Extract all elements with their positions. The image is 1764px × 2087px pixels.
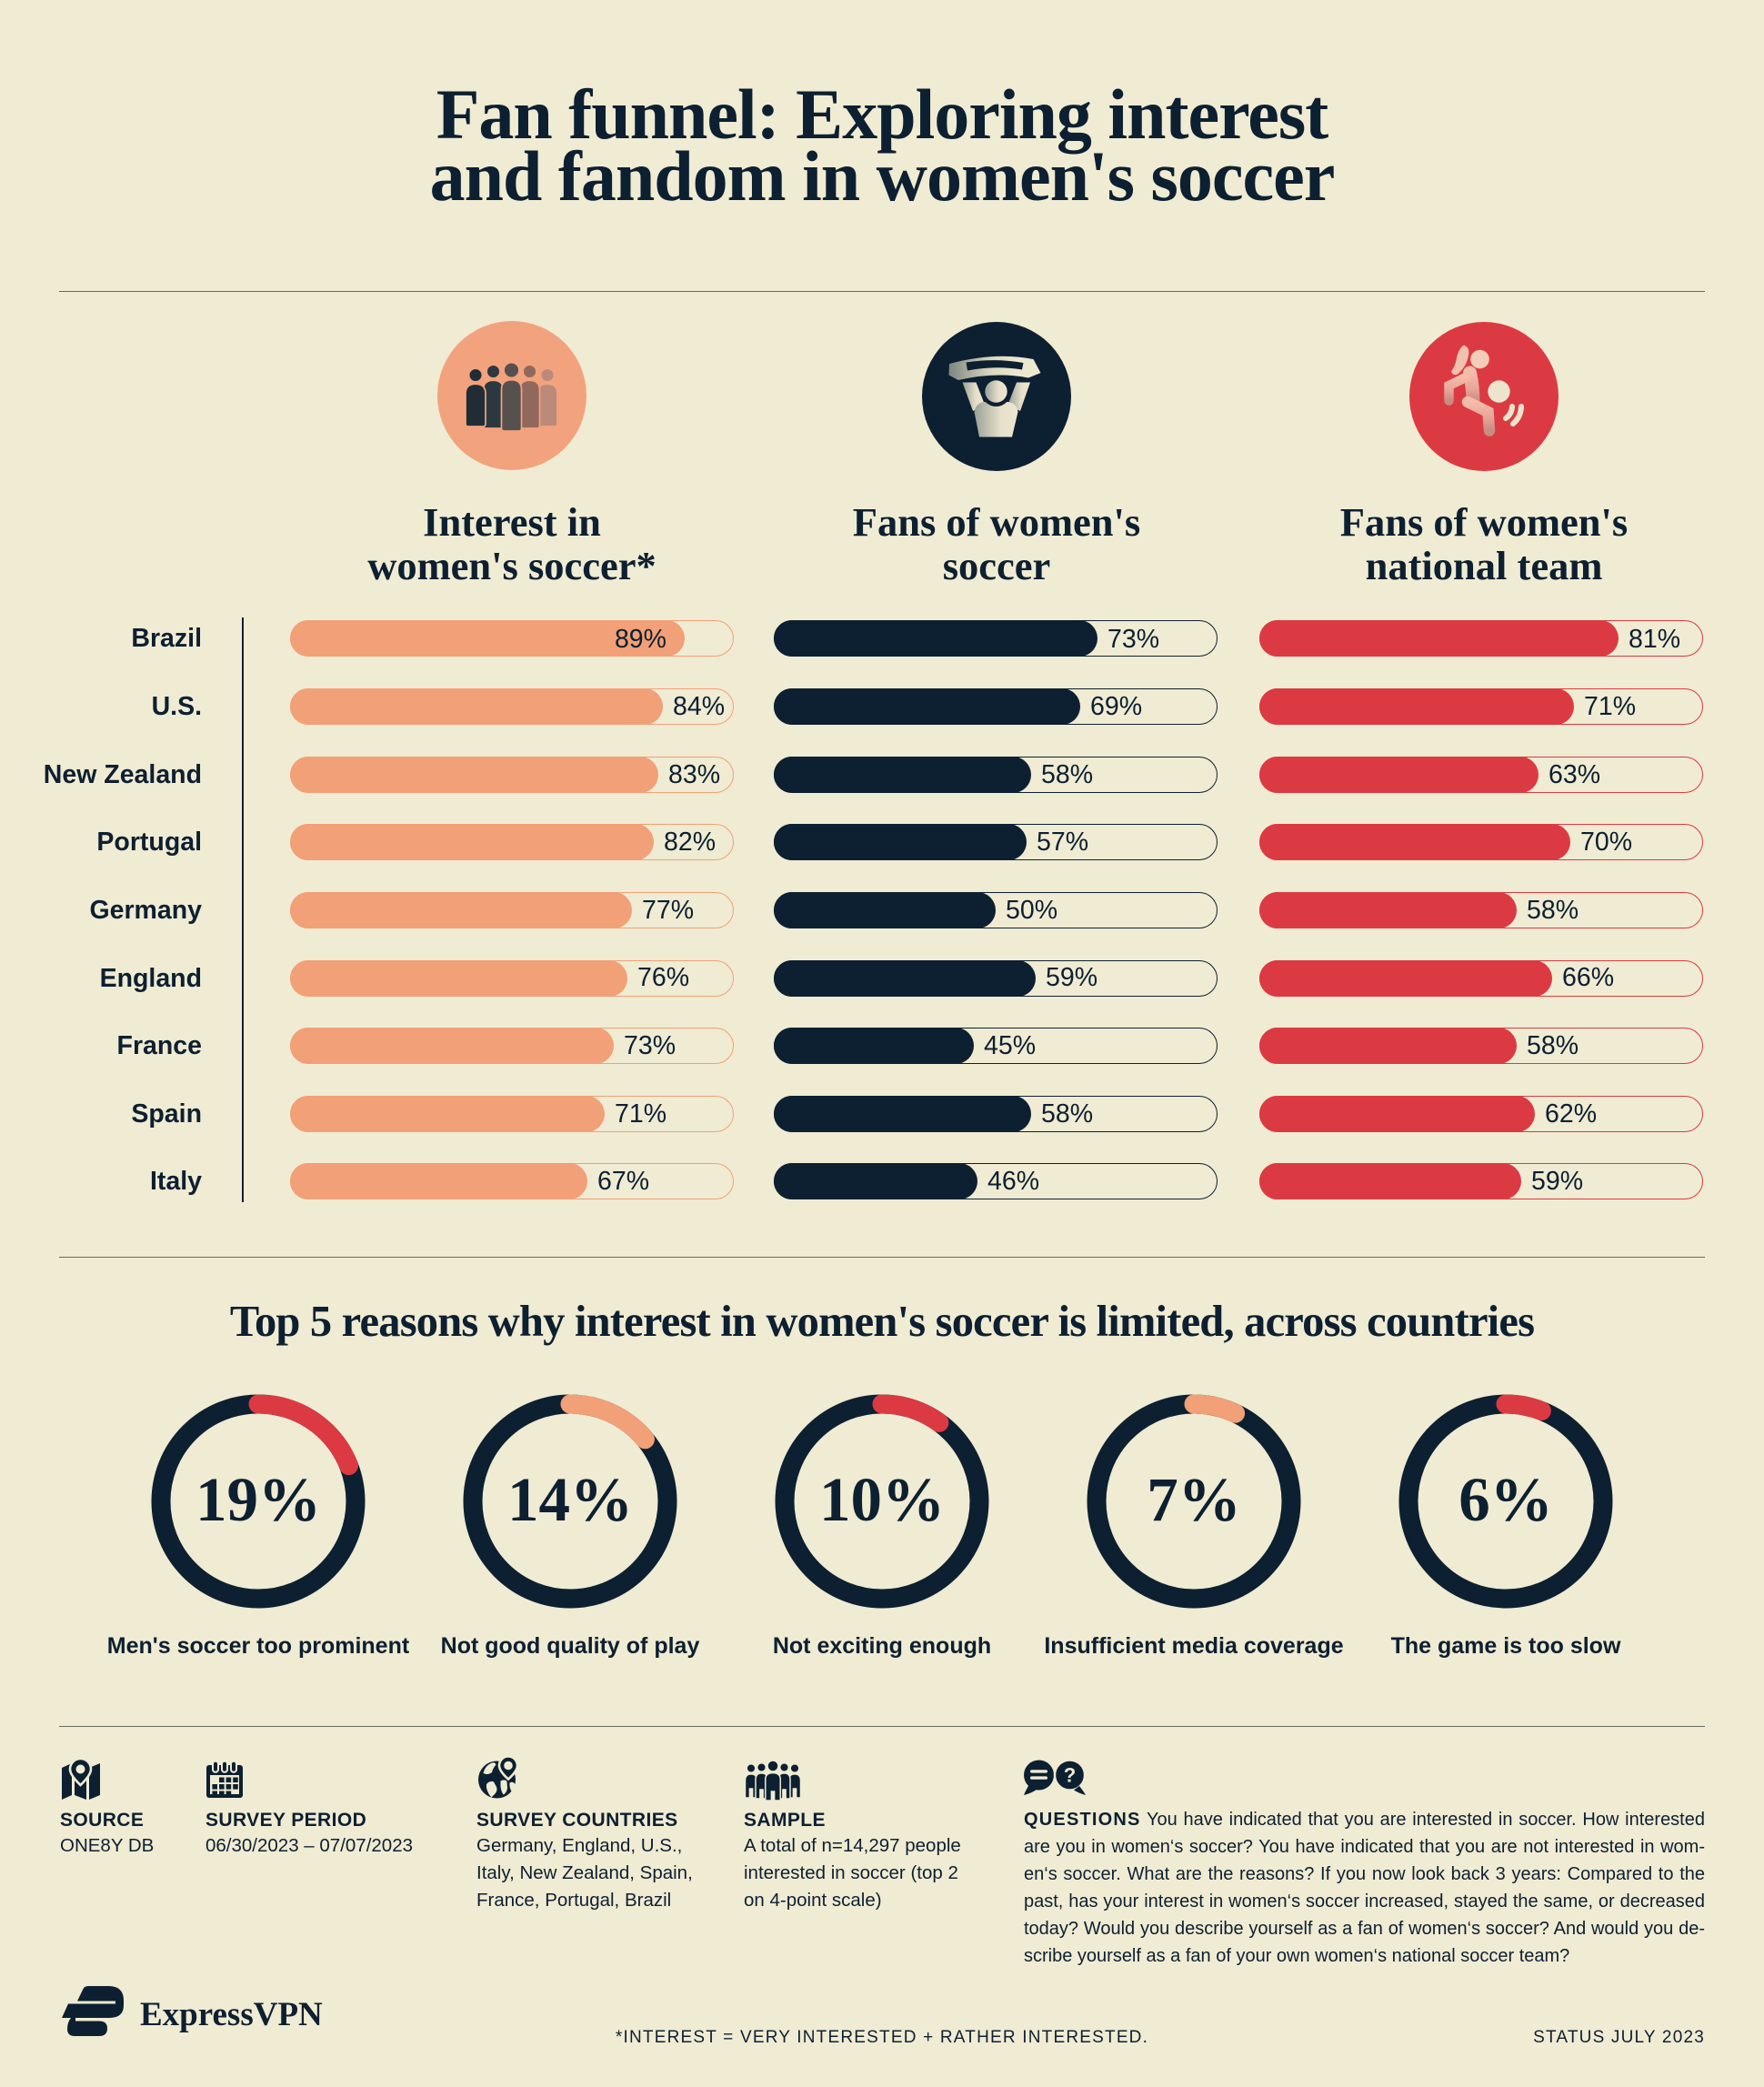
svg-text:?: ?: [1064, 1764, 1076, 1787]
